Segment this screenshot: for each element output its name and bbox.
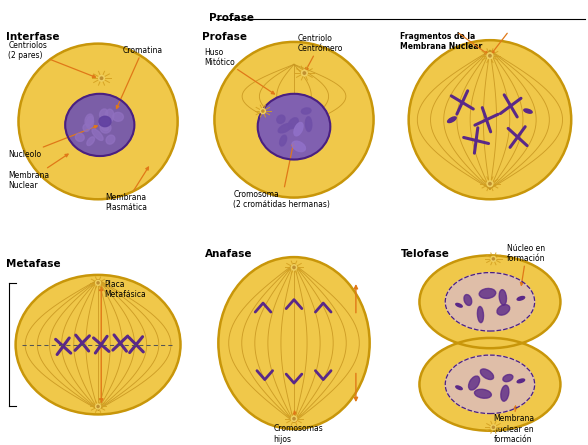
Ellipse shape (85, 114, 93, 126)
Text: Nucleolo: Nucleolo (8, 125, 97, 159)
Ellipse shape (99, 119, 109, 131)
Text: Membrana
Plasmática: Membrana Plasmática (105, 167, 148, 212)
Ellipse shape (456, 303, 462, 307)
Ellipse shape (479, 288, 496, 299)
Ellipse shape (447, 117, 456, 122)
Circle shape (99, 75, 105, 81)
Ellipse shape (517, 379, 524, 383)
Circle shape (96, 280, 101, 285)
Ellipse shape (419, 255, 560, 348)
Circle shape (487, 53, 493, 59)
Text: Huso
Mitótico: Huso Mitótico (204, 48, 275, 94)
Circle shape (97, 282, 99, 284)
Ellipse shape (18, 44, 178, 199)
Circle shape (260, 109, 265, 113)
Circle shape (96, 404, 101, 409)
Text: Centriolo
Centrómero: Centriolo Centrómero (298, 34, 343, 71)
Ellipse shape (501, 385, 509, 401)
Ellipse shape (86, 116, 93, 129)
Ellipse shape (215, 42, 373, 198)
Circle shape (293, 417, 295, 420)
Circle shape (302, 70, 308, 76)
Ellipse shape (517, 296, 524, 300)
Ellipse shape (503, 375, 513, 382)
Ellipse shape (258, 94, 330, 159)
Circle shape (492, 258, 495, 260)
Ellipse shape (106, 135, 115, 144)
Circle shape (291, 416, 297, 421)
Text: Cromosomas
hijos: Cromosomas hijos (273, 411, 323, 444)
Text: Profase: Profase (202, 32, 248, 41)
Circle shape (491, 425, 496, 430)
Ellipse shape (294, 122, 303, 136)
Ellipse shape (475, 389, 492, 398)
Ellipse shape (469, 376, 480, 390)
Text: Núcleo en
formación: Núcleo en formación (507, 244, 546, 285)
Ellipse shape (280, 135, 286, 146)
Ellipse shape (445, 273, 534, 331)
Ellipse shape (419, 338, 560, 431)
Circle shape (262, 110, 264, 112)
Text: Profase: Profase (209, 13, 254, 23)
Ellipse shape (92, 129, 103, 141)
Ellipse shape (302, 108, 311, 114)
Ellipse shape (99, 116, 111, 127)
Ellipse shape (105, 109, 114, 122)
Ellipse shape (464, 295, 472, 305)
Ellipse shape (100, 123, 111, 133)
Ellipse shape (409, 40, 571, 199)
Ellipse shape (499, 290, 506, 305)
Ellipse shape (87, 137, 95, 146)
Ellipse shape (305, 117, 312, 132)
Ellipse shape (524, 109, 532, 113)
Circle shape (492, 426, 495, 429)
Circle shape (489, 55, 491, 57)
Ellipse shape (480, 369, 493, 380)
Text: Cromosoma
(2 cromátidas hermanas): Cromosoma (2 cromátidas hermanas) (233, 143, 330, 209)
Text: Membrana
Nuclear: Membrana Nuclear (8, 154, 68, 190)
Ellipse shape (456, 386, 462, 390)
Ellipse shape (65, 94, 135, 156)
Ellipse shape (278, 124, 292, 133)
Ellipse shape (277, 115, 285, 123)
Ellipse shape (113, 112, 123, 121)
Text: Cromatina: Cromatina (116, 46, 162, 109)
Circle shape (489, 182, 491, 185)
Circle shape (293, 266, 295, 268)
Ellipse shape (83, 124, 89, 132)
Text: Fragmentos de la
Membrana Nuclear: Fragmentos de la Membrana Nuclear (400, 32, 482, 51)
Ellipse shape (218, 257, 370, 429)
Text: Placa
Metafásica: Placa Metafásica (105, 279, 146, 299)
Circle shape (491, 256, 496, 261)
Text: Centriolos
(2 pares): Centriolos (2 pares) (8, 41, 95, 77)
Circle shape (291, 265, 297, 270)
Ellipse shape (288, 118, 298, 129)
Circle shape (487, 181, 493, 186)
Circle shape (303, 72, 306, 74)
Ellipse shape (477, 307, 483, 323)
Text: Metafase: Metafase (6, 259, 61, 269)
Circle shape (101, 77, 103, 80)
Text: Telofase: Telofase (400, 248, 449, 259)
Text: Membrana
nuclear en
formación: Membrana nuclear en formación (493, 406, 534, 444)
Circle shape (97, 405, 99, 408)
Text: Anafase: Anafase (205, 248, 252, 259)
Ellipse shape (497, 305, 510, 315)
Ellipse shape (445, 355, 534, 413)
Ellipse shape (292, 141, 305, 152)
Ellipse shape (16, 275, 181, 414)
Ellipse shape (99, 109, 108, 119)
Ellipse shape (75, 134, 84, 142)
Text: Interfase: Interfase (6, 32, 60, 41)
